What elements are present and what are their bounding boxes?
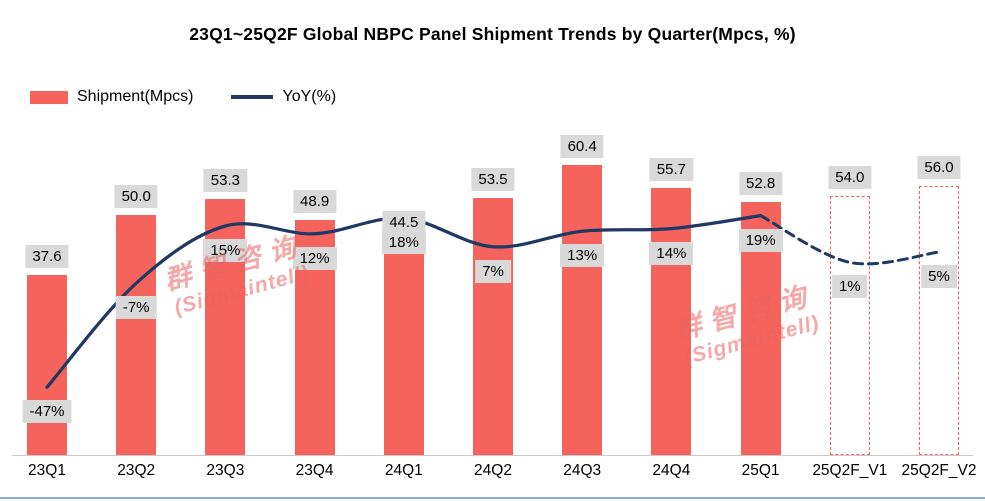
yoy-value-label-24Q3: 13% bbox=[560, 244, 605, 268]
x-axis-label-23Q1: 23Q1 bbox=[28, 462, 66, 479]
x-axis-label-23Q2: 23Q2 bbox=[117, 462, 156, 479]
bottom-border-line bbox=[0, 497, 985, 499]
bar-23Q3 bbox=[205, 199, 246, 455]
shipment-value-label-25Q2F_V1: 54.0 bbox=[828, 165, 872, 189]
x-axis-label-25Q2F_V2: 25Q2F_V2 bbox=[901, 462, 977, 479]
shipment-value-label-25Q1: 52.8 bbox=[738, 171, 783, 195]
yoy-value-label-23Q3: 15% bbox=[203, 239, 248, 262]
x-axis-label-24Q2: 24Q2 bbox=[474, 462, 512, 479]
bar-24Q1 bbox=[383, 241, 424, 455]
x-axis-label-24Q3: 24Q3 bbox=[563, 462, 602, 479]
shipment-value-label-23Q2: 50.0 bbox=[114, 185, 158, 208]
bar-25Q2F_V1 bbox=[829, 195, 870, 455]
chart-title: 23Q1~25Q2F Global NBPC Panel Shipment Tr… bbox=[189, 24, 796, 44]
shipment-value-label-25Q2F_V2: 56.0 bbox=[917, 156, 961, 180]
bar-24Q2 bbox=[473, 198, 513, 455]
x-axis-label-25Q1: 25Q1 bbox=[741, 462, 780, 479]
x-axis-baseline bbox=[12, 455, 973, 456]
shipment-value-label-23Q3: 53.3 bbox=[203, 169, 247, 193]
x-axis-label-25Q2F_V1: 25Q2F_V1 bbox=[812, 462, 888, 479]
yoy-value-label-25Q1: 19% bbox=[738, 228, 783, 252]
legend-item-shipment: Shipment(Mpcs) bbox=[30, 88, 193, 106]
yoy-value-label-24Q4: 14% bbox=[649, 241, 694, 265]
shipment-value-label-23Q1: 37.6 bbox=[25, 244, 69, 268]
x-axis-label-23Q3: 23Q3 bbox=[206, 462, 245, 479]
yoy-value-label-25Q2F_V2: 5% bbox=[921, 265, 957, 288]
yoy-value-label-24Q2: 7% bbox=[475, 259, 511, 283]
shipment-value-label-24Q4: 55.7 bbox=[649, 157, 693, 181]
bar-24Q4 bbox=[651, 187, 692, 455]
shipment-value-label-24Q3: 60.4 bbox=[560, 135, 604, 159]
bar-24Q3 bbox=[562, 165, 603, 455]
yoy-swatch-icon bbox=[231, 95, 274, 99]
bar-23Q1 bbox=[27, 274, 67, 455]
yoy-value-label-23Q2: -7% bbox=[115, 296, 157, 320]
legend-item-yoy: YoY(%) bbox=[231, 88, 336, 106]
yoy-value-label-23Q1: -47% bbox=[22, 400, 72, 424]
shipment-value-label-24Q2: 53.5 bbox=[471, 168, 515, 192]
shipment-swatch-icon bbox=[30, 90, 68, 104]
yoy-value-label-24Q1: 18% bbox=[381, 231, 426, 255]
legend-label-shipment: Shipment(Mpcs) bbox=[77, 88, 194, 105]
bar-25Q2F_V2 bbox=[919, 186, 959, 455]
x-axis-label-24Q4: 24Q4 bbox=[652, 462, 691, 479]
shipment-value-label-23Q4: 48.9 bbox=[292, 190, 337, 214]
yoy-value-label-25Q2F_V1: 1% bbox=[831, 275, 868, 299]
yoy-value-label-23Q4: 12% bbox=[292, 246, 337, 270]
x-axis-label-23Q4: 23Q4 bbox=[295, 462, 334, 479]
legend: Shipment(Mpcs) YoY(%) bbox=[30, 88, 336, 106]
x-axis-label-24Q1: 24Q1 bbox=[384, 462, 423, 479]
legend-label-yoy: YoY(%) bbox=[282, 88, 337, 105]
bar-23Q2 bbox=[116, 215, 157, 455]
